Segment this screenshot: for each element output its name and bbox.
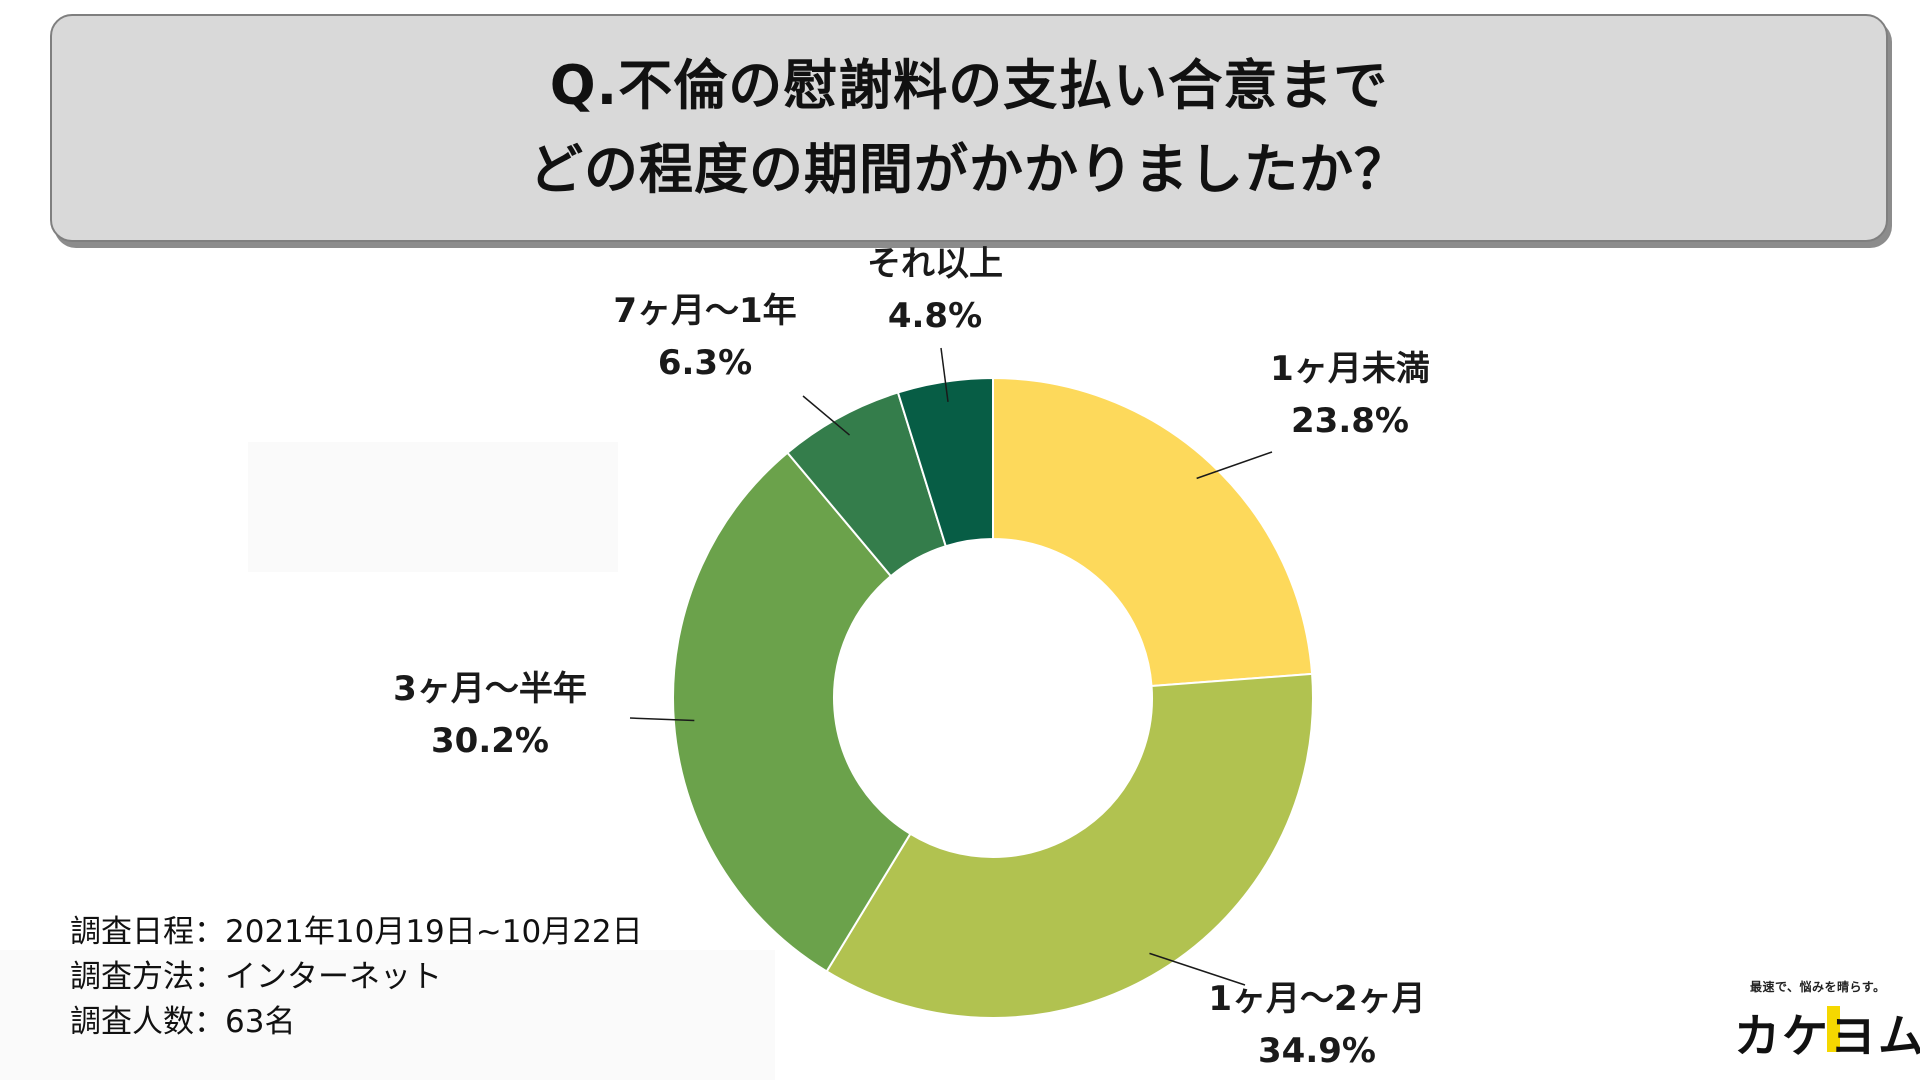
slice-label-4: それ以上 bbox=[867, 244, 1003, 284]
leader-line-3 bbox=[802, 395, 851, 436]
survey-date: 調査日程：2021年10月19日~10月22日 bbox=[70, 914, 643, 950]
brand-accent-bar bbox=[1827, 1006, 1840, 1052]
leader-line-2 bbox=[629, 717, 695, 722]
slice-value-1: 34.9% bbox=[1258, 1031, 1376, 1071]
survey-info: 調査日程：2021年10月19日~10月22日 調査方法：インターネット 調査人… bbox=[70, 910, 643, 1045]
title-line-2: どの程度の期間がかかりましたか？ bbox=[529, 138, 1409, 201]
leader-line-4 bbox=[940, 347, 949, 402]
faint-footer-box bbox=[0, 950, 775, 1080]
slice-label-3: 7ヶ月〜1年 bbox=[613, 291, 796, 331]
survey-method: 調査方法：インターネット bbox=[70, 959, 442, 995]
slice-value-0: 23.8% bbox=[1291, 401, 1409, 441]
faint-placeholder-box bbox=[248, 442, 618, 572]
slice-2 bbox=[672, 451, 912, 973]
leader-line-1 bbox=[1149, 952, 1246, 986]
title-line-1: Q.不倫の慰謝料の支払い合意まで bbox=[549, 54, 1389, 117]
brand-tagline: 最速で、悩みを晴らす。 bbox=[1750, 980, 1886, 994]
title-banner: Q.不倫の慰謝料の支払い合意まで どの程度の期間がかかりましたか？ bbox=[50, 14, 1888, 242]
slice-0 bbox=[992, 376, 1314, 688]
brand-logo-box: 最速で、悩みを晴らす。 カケヨム bbox=[1716, 968, 1920, 1068]
slice-value-2: 30.2% bbox=[431, 721, 549, 761]
leader-line-0 bbox=[1196, 451, 1273, 480]
slice-value-3: 6.3% bbox=[658, 343, 752, 383]
slice-label-1: 1ヶ月〜2ヶ月 bbox=[1208, 979, 1425, 1019]
brand-logo-text: カケヨム bbox=[1734, 1009, 1920, 1063]
survey-count: 調査人数：63名 bbox=[70, 1004, 296, 1040]
slice-4 bbox=[896, 376, 994, 548]
slice-1 bbox=[825, 672, 1314, 1019]
slice-label-2: 3ヶ月〜半年 bbox=[393, 669, 587, 709]
slice-value-4: 4.8% bbox=[888, 296, 982, 336]
slice-label-0: 1ヶ月未満 bbox=[1270, 349, 1430, 389]
